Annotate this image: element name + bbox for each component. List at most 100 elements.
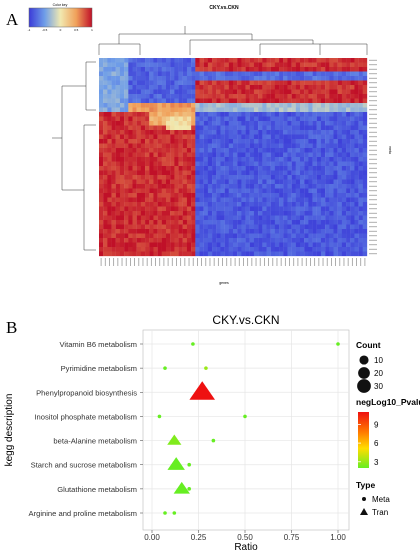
heatmap-cell [245, 152, 250, 158]
heatmap-cell [304, 125, 309, 131]
heatmap-cell [266, 224, 271, 230]
heatmap-cell [199, 94, 204, 99]
heatmap-cell [203, 80, 209, 86]
heatmap-cell [107, 229, 112, 234]
heatmap-cell [245, 103, 250, 108]
heatmap-cell [287, 130, 292, 135]
heatmap-cell [358, 202, 363, 207]
heatmap-cell [304, 85, 309, 90]
heatmap-cell [99, 238, 104, 243]
heatmap-cell [119, 242, 125, 248]
heatmap-cell [362, 152, 368, 158]
heatmap-cell [124, 157, 129, 162]
heatmap-cell [124, 152, 129, 158]
dotplot-title: CKY.vs.CKN [212, 313, 279, 327]
heatmap-cell [128, 58, 133, 63]
heatmap-cell [224, 251, 229, 257]
heatmap-cell [199, 152, 204, 158]
heatmap-cell [270, 143, 276, 149]
heatmap-cell [170, 238, 175, 243]
heatmap-cell [107, 76, 112, 81]
heatmap-cell [341, 67, 347, 72]
heatmap-cell [266, 58, 271, 63]
heatmap-cell [140, 179, 146, 185]
heatmap-cell [320, 175, 326, 180]
heatmap-cell [220, 242, 225, 248]
heatmap-cell [346, 107, 351, 113]
heatmap-cell [119, 211, 125, 216]
heatmap-cell [124, 211, 129, 216]
heatmap-cell [186, 247, 192, 252]
heatmap-cell [111, 67, 116, 72]
heatmap-cell [115, 157, 121, 162]
heatmap-cell [329, 215, 334, 221]
heatmap-cell [166, 98, 171, 104]
heatmap-cell [249, 242, 255, 248]
heatmap-cell [329, 125, 334, 131]
heatmap-cell [291, 157, 296, 162]
heatmap-cell [212, 238, 217, 243]
heatmap-cell [233, 220, 238, 225]
heatmap-cell [329, 188, 334, 194]
heatmap-cell [233, 211, 238, 216]
heatmap-cell [174, 184, 179, 189]
heatmap-cell [170, 211, 175, 216]
heatmap-cell [170, 206, 175, 212]
heatmap-cell [341, 98, 347, 104]
heatmap-cell [291, 130, 296, 135]
heatmap-cell [241, 130, 246, 135]
heatmap-cell [341, 58, 347, 63]
heatmap-cell [99, 85, 104, 90]
heatmap-cell [115, 76, 121, 81]
heatmap-cell [266, 116, 271, 122]
heatmap-cell [362, 157, 368, 162]
heatmap-cell [124, 220, 129, 225]
heatmap-cell [346, 206, 351, 212]
heatmap-cell [358, 58, 363, 63]
heatmap-cell [212, 211, 217, 216]
heatmap-cell [291, 71, 296, 77]
heatmap-cell [157, 121, 162, 126]
heatmap-cell [362, 175, 368, 180]
heatmap-cell [191, 103, 196, 108]
heatmap-cell [136, 76, 142, 81]
heatmap-cell [308, 179, 313, 185]
heatmap-cell [333, 202, 338, 207]
heatmap-cell [191, 233, 196, 239]
heatmap-cell [220, 62, 225, 68]
heatmap-cell [191, 238, 196, 243]
heatmap-cell [170, 202, 175, 207]
heatmap-cell [237, 193, 242, 198]
heatmap-cell [132, 170, 137, 176]
heatmap-cell [191, 62, 196, 68]
heatmap-cell [325, 233, 330, 239]
heatmap-cell [274, 215, 280, 221]
heatmap-cell [161, 184, 167, 189]
heatmap-cell [270, 80, 276, 86]
heatmap-cell [161, 107, 167, 113]
heatmap-cell [333, 220, 338, 225]
heatmap-cell [354, 193, 359, 198]
heatmap-cell [346, 80, 351, 86]
heatmap-cell [283, 202, 288, 207]
heatmap-cell [186, 85, 192, 90]
heatmap-cell [233, 62, 238, 68]
heatmap-cell [337, 161, 343, 167]
heatmap-cell [145, 242, 150, 248]
heatmap-cell [140, 139, 146, 144]
heatmap-cell [337, 197, 343, 203]
heatmap-cell [166, 188, 171, 194]
heatmap-cell [212, 143, 217, 149]
heatmap-cell [316, 238, 322, 243]
heatmap-cell [157, 238, 162, 243]
heatmap-cell [279, 229, 284, 234]
heatmap-cell [174, 85, 179, 90]
heatmap-cell [274, 175, 280, 180]
heatmap-cell [170, 85, 175, 90]
heatmap-cell [119, 125, 125, 131]
heatmap-cell [291, 143, 296, 149]
heatmap-cell [224, 170, 229, 176]
heatmap-cell [203, 215, 209, 221]
heatmap-cell [157, 94, 162, 99]
heatmap-cell [228, 215, 234, 221]
